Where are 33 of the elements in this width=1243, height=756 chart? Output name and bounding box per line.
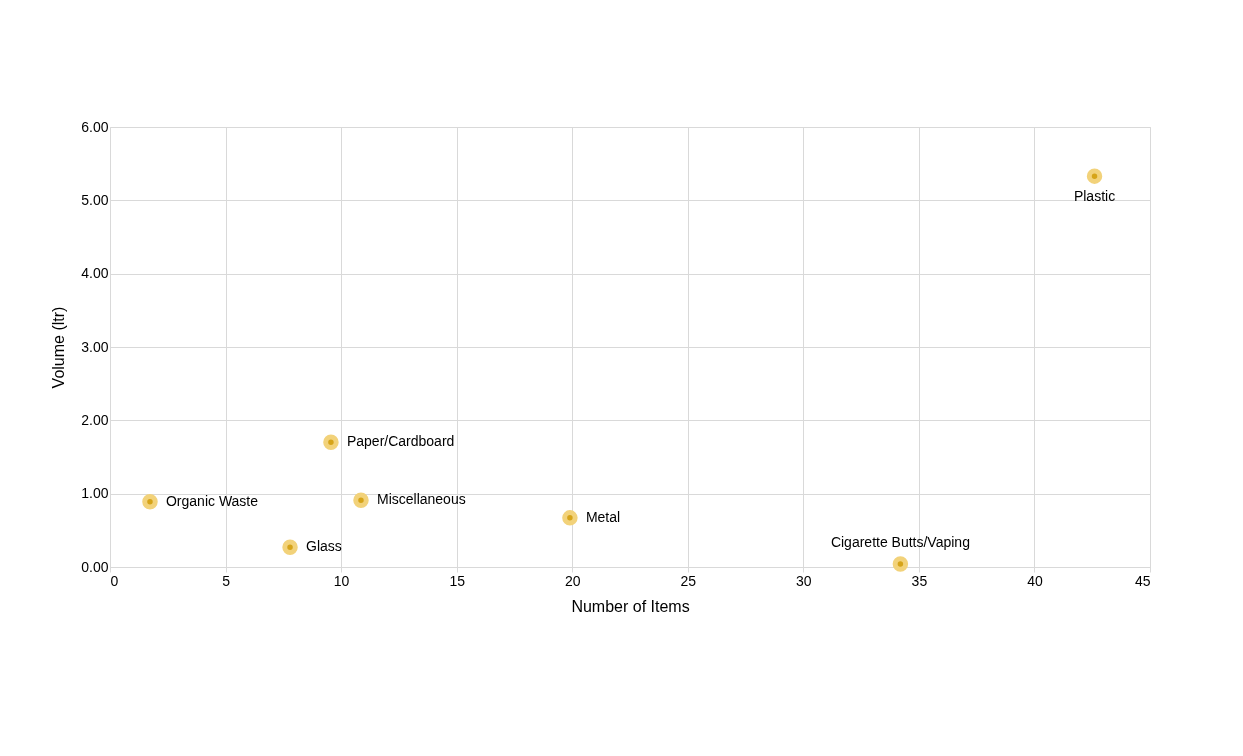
point [562, 510, 578, 526]
annotation: Paper/Cardboard [346, 433, 455, 450]
x-tick-label: 25 [680, 572, 697, 589]
x-tick-label: 15 [449, 572, 466, 589]
point [353, 492, 369, 508]
x-tick-label: 0 [110, 572, 119, 589]
x-tick-label: 30 [796, 572, 812, 589]
y-tick-label: 0.00 [81, 558, 109, 575]
x-tick-label: 35 [911, 572, 928, 589]
y-tick-label: 3.00 [81, 338, 109, 355]
annotation: Miscellaneous [376, 491, 466, 508]
point [1086, 168, 1103, 184]
annotation: Metal [585, 508, 621, 525]
annotation: Glass [306, 538, 342, 555]
x-tick-label: 40 [1027, 572, 1043, 589]
point [142, 494, 158, 510]
x-tick-label: 5 [222, 572, 231, 589]
point [892, 556, 909, 572]
x-tick-label: 10 [333, 572, 350, 589]
annotation: Plastic [1073, 188, 1116, 205]
y-tick-label: 2.00 [81, 411, 109, 428]
y-tick-label: 4.00 [81, 265, 109, 282]
x-axis-title: Number of Items [571, 597, 690, 615]
y-tick-label: 5.00 [81, 191, 109, 208]
x-tick-label: 20 [564, 572, 581, 589]
point [282, 539, 298, 555]
y-axis-title: Volume (ltr) [50, 306, 68, 389]
x-tick-label: 45 [1134, 572, 1151, 589]
annotation: Cigarette Butts/Vaping [830, 534, 970, 551]
y-tick-label: 6.00 [81, 118, 109, 135]
annotation: Organic Waste [165, 492, 259, 509]
point [323, 434, 339, 451]
y-tick-label: 1.00 [81, 485, 109, 502]
